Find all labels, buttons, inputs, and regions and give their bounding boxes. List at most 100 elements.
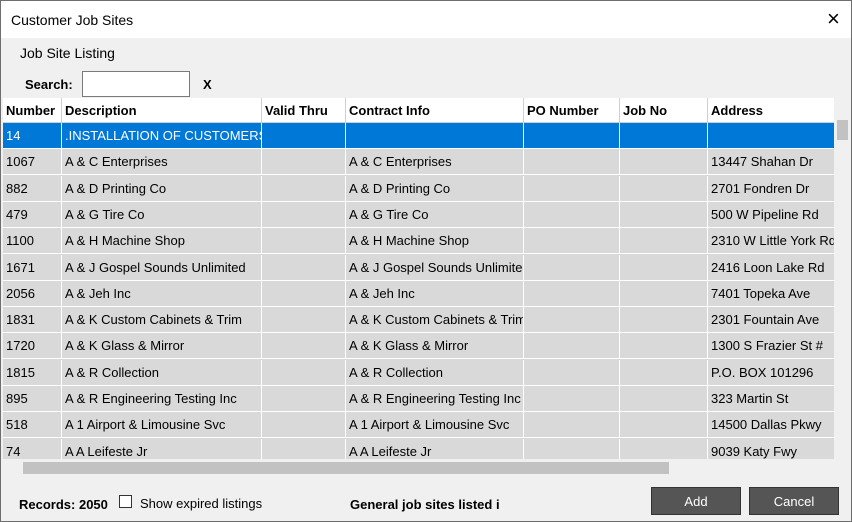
table-cell [620,280,708,307]
records-count: Records: 2050 [19,497,108,512]
table-cell [262,254,346,281]
table-cell [620,254,708,281]
table-cell: A & H Machine Shop [346,228,524,255]
table-cell [524,386,620,412]
table-cell: A & R Collection [62,359,262,386]
table-cell: A & J Gospel Sounds Unlimited [62,254,262,281]
table-cell [620,438,708,459]
table-cell: 1815 [3,359,62,386]
table-row[interactable]: 1100 A & H Machine Shop A & H Machine Shop… [3,228,834,255]
table-cell: A & C Enterprises [62,149,262,176]
table-cell [524,149,620,176]
table-row[interactable]: 895 A & R Engineering Testing Inc A & R En… [3,386,834,412]
note: General job sites listed i [350,497,500,512]
table-cell [620,201,708,228]
table-cell: 1100 [3,228,62,255]
table-cell: A 1 Airport & Limousine Svc [346,412,524,439]
table-cell [524,307,620,334]
column-header[interactable]: Address [708,98,834,123]
table-cell: 1831 [3,307,62,334]
table-cell: A & D Printing Co [62,175,262,202]
table-cell: A A Leifeste Jr [346,438,524,459]
table-row[interactable]: 2056 A & Jeh Inc A & Jeh Inc 7401 Topeka Av… [3,280,834,307]
table-cell: 74 [3,438,62,459]
close-button[interactable]: × [827,6,840,31]
table-cell: 2416 Loon Lake Rd [708,255,834,281]
table-cell: 1067 [3,149,62,176]
table-cell [262,307,346,334]
table-cell: A & R Engineering Testing Inc [62,386,262,412]
table-cell: 882 [3,175,62,202]
table-cell [262,149,346,176]
table-cell [620,175,708,202]
section-label: Job Site Listing [20,45,115,61]
add-button[interactable]: Add [651,487,741,515]
table-row[interactable]: 1815 A & R Collection A & R Collection P.O.… [3,359,834,386]
table-cell: 2301 Fountain Ave [708,307,834,334]
table-cell [262,333,346,360]
column-header[interactable]: Job No [620,98,708,123]
table-cell [524,254,620,281]
column-header[interactable]: Contract Info [346,98,524,123]
table-cell [620,149,708,176]
horizontal-scrollbar[interactable] [3,459,834,477]
table-cell: 895 [3,386,62,412]
table-cell [524,438,620,459]
column-header[interactable]: Description [62,98,262,123]
vertical-scrollbar[interactable] [834,98,851,459]
table-row[interactable]: 14 .INSTALLATION OF CUSTOMERS [3,123,834,149]
table-cell [708,123,834,149]
table-cell: 13447 Shahan Dr [708,149,834,176]
column-header[interactable]: Number [3,98,62,123]
table-cell [262,228,346,255]
table-row[interactable]: 1831 A & K Custom Cabinets & Trim A & K Cu… [3,307,834,334]
window-title: Customer Job Sites [11,12,134,28]
table-cell [524,412,620,439]
cancel-button[interactable]: Cancel [749,487,839,515]
table-row[interactable]: 1671 A & J Gospel Sounds Unlimited A & J G… [3,254,834,281]
grid: Number Description Valid Thru Contract Info… [3,98,834,459]
table-cell: 9039 Katy Fwy [708,439,834,459]
table-row[interactable]: 479 A & G Tire Co A & G Tire Co 500 W Pipel… [3,201,834,228]
column-header[interactable]: PO Number [524,98,620,123]
table-cell [262,359,346,386]
table-cell: A & H Machine Shop [62,228,262,255]
table-cell: A & G Tire Co [62,201,262,228]
table-row[interactable]: 1067 A & C Enterprises A & C Enterprises 13… [3,149,834,176]
table-cell [524,123,620,149]
table-cell: A & D Printing Co [346,175,524,202]
table-cell [524,175,620,202]
table-cell [524,201,620,228]
table-cell: A & Jeh Inc [346,280,524,307]
search-input[interactable] [82,71,190,97]
table-cell: 500 W Pipeline Rd [708,202,834,228]
table-row[interactable]: 882 A & D Printing Co A & D Printing Co 270… [3,175,834,202]
table-row[interactable]: 1720 A & K Glass & Mirror A & K Glass & Mi… [3,333,834,360]
column-header[interactable]: Valid Thru [262,98,346,123]
title-bar: Customer Job Sites × [1,1,851,38]
table-row[interactable]: 518 A 1 Airport & Limousine Svc A 1 Airpor… [3,412,834,439]
search-label: Search: [25,77,73,92]
table-cell: 7401 Topeka Ave [708,281,834,307]
table-cell: 14 [3,123,62,149]
table-cell: 14500 Dallas Pkwy [708,412,834,439]
table-cell: A & K Glass & Mirror [346,333,524,360]
table-cell [620,228,708,255]
table-cell [620,412,708,439]
table-row[interactable]: 74 A A Leifeste Jr A A Leifeste Jr 9039 Kat… [3,438,834,459]
table-cell: 2056 [3,280,62,307]
table-cell: P.O. BOX 101296 [708,360,834,386]
table-cell [524,333,620,360]
table-cell: 1671 [3,254,62,281]
table-cell: A & C Enterprises [346,149,524,176]
table-cell: A & K Custom Cabinets & Trim [62,307,262,334]
clear-search[interactable]: X [203,77,212,92]
table-cell [524,280,620,307]
table-cell: 2701 Fondren Dr [708,176,834,202]
checkbox[interactable] [119,495,132,508]
table-cell: .INSTALLATION OF CUSTOMERS [62,123,262,149]
table-cell [262,175,346,202]
table-cell: A & K Glass & Mirror [62,333,262,360]
table-cell [262,280,346,307]
checkbox-label[interactable]: Show expired listings [140,496,263,511]
